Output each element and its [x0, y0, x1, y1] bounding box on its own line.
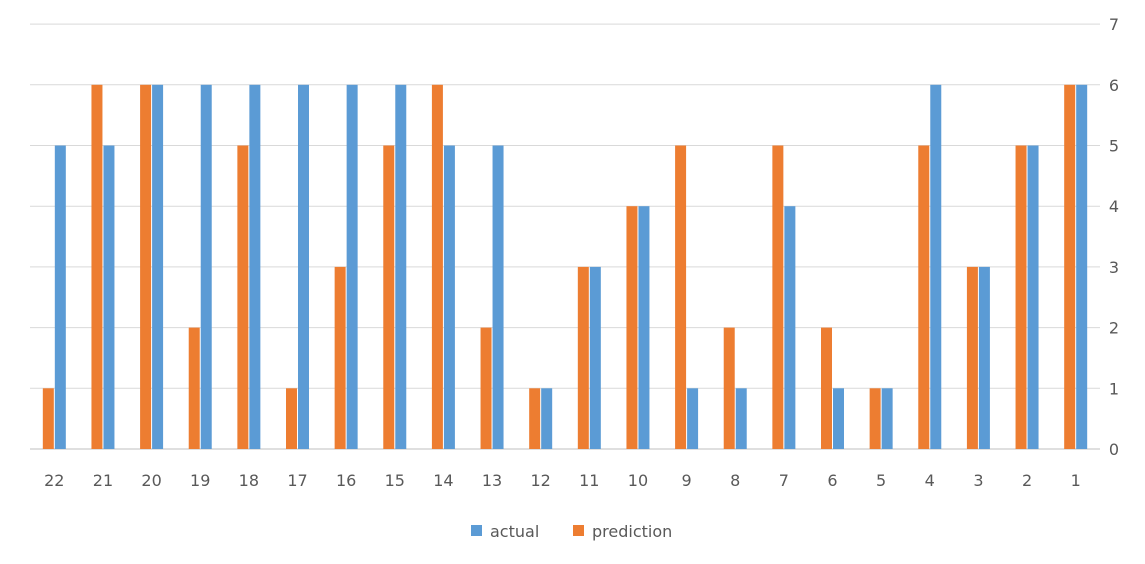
x-tick-label: 18	[239, 471, 259, 490]
bar-prediction-13	[480, 327, 492, 449]
bar-actual-3	[978, 266, 990, 449]
bar-actual-9	[687, 388, 699, 449]
bars	[42, 84, 1088, 450]
bar-prediction-8	[723, 327, 735, 449]
x-tick-label: 15	[385, 471, 405, 490]
y-tick-label: 6	[1109, 76, 1119, 95]
x-tick-label: 22	[44, 471, 64, 490]
x-tick-label: 20	[141, 471, 161, 490]
bar-prediction-1	[1064, 84, 1076, 450]
bar-actual-1	[1076, 84, 1088, 450]
x-tick-label: 19	[190, 471, 210, 490]
bar-actual-16	[346, 84, 358, 450]
x-tick-label: 16	[336, 471, 356, 490]
x-tick-label: 17	[287, 471, 307, 490]
x-tick-label: 6	[827, 471, 837, 490]
bar-prediction-5	[869, 388, 881, 449]
x-tick-label: 3	[973, 471, 983, 490]
bar-actual-11	[589, 266, 601, 449]
bar-actual-2	[1027, 145, 1039, 449]
bar-actual-5	[881, 388, 893, 449]
x-tick-label: 10	[628, 471, 648, 490]
x-tick-label: 21	[93, 471, 113, 490]
legend: actual prediction	[471, 522, 672, 541]
bar-prediction-19	[188, 327, 200, 449]
bar-prediction-6	[821, 327, 832, 449]
bar-actual-14	[443, 145, 455, 449]
bar-actual-19	[200, 84, 212, 450]
x-tick-label: 7	[779, 471, 789, 490]
bar-prediction-22	[42, 388, 54, 449]
x-axis-ticks: 22 21 20 19 18 17 16 15 14 13 12 11 10 9 8 7 6 5 4 3 2 1	[44, 471, 1081, 490]
bar-prediction-16	[334, 266, 346, 449]
y-tick-label: 4	[1109, 197, 1119, 216]
legend-label-actual: actual	[490, 522, 539, 541]
bar-prediction-11	[577, 266, 589, 449]
bar-actual-8	[735, 388, 747, 449]
bar-prediction-3	[966, 266, 978, 449]
x-tick-label: 11	[579, 471, 599, 490]
x-tick-label: 12	[531, 471, 551, 490]
x-tick-label: 14	[433, 471, 453, 490]
y-tick-label: 0	[1109, 440, 1119, 459]
legend-swatch-actual	[471, 525, 482, 536]
legend-swatch-prediction	[573, 525, 584, 536]
bar-actual-21	[103, 145, 115, 449]
bar-prediction-9	[675, 145, 687, 449]
y-tick-label: 3	[1109, 258, 1119, 277]
x-tick-label: 9	[681, 471, 691, 490]
x-tick-label: 8	[730, 471, 740, 490]
bar-prediction-4	[918, 145, 930, 449]
bar-actual-18	[249, 84, 261, 450]
legend-label-prediction: prediction	[592, 522, 672, 541]
x-tick-label: 2	[1022, 471, 1032, 490]
x-tick-label: 4	[925, 471, 935, 490]
bar-actual-4	[930, 84, 942, 450]
y-tick-label: 1	[1109, 379, 1119, 398]
y-tick-label: 7	[1109, 15, 1119, 34]
bar-actual-13	[492, 145, 504, 449]
x-tick-label: 5	[876, 471, 886, 490]
bar-prediction-10	[626, 206, 638, 449]
bar-prediction-15	[383, 145, 395, 449]
bar-prediction-2	[1015, 145, 1027, 449]
bar-actual-22	[54, 145, 66, 449]
y-axis-ticks: 0 1 2 3 4 5 6 7	[1109, 15, 1119, 459]
bar-actual-20	[152, 84, 164, 450]
bar-actual-10	[638, 206, 650, 449]
x-tick-label: 13	[482, 471, 502, 490]
bar-prediction-14	[431, 84, 443, 450]
y-tick-label: 2	[1109, 319, 1119, 338]
bar-prediction-12	[529, 388, 541, 449]
y-tick-label: 5	[1109, 137, 1119, 156]
bar-prediction-21	[91, 84, 103, 450]
bar-prediction-20	[140, 84, 152, 450]
bar-prediction-7	[772, 145, 784, 449]
bar-actual-12	[541, 388, 553, 449]
bar-actual-17	[298, 84, 309, 450]
bar-actual-6	[833, 388, 844, 449]
bar-actual-7	[784, 206, 796, 449]
bar-prediction-18	[237, 145, 249, 449]
x-tick-label: 1	[1071, 471, 1081, 490]
bar-actual-15	[395, 84, 407, 450]
bar-prediction-17	[286, 388, 297, 449]
